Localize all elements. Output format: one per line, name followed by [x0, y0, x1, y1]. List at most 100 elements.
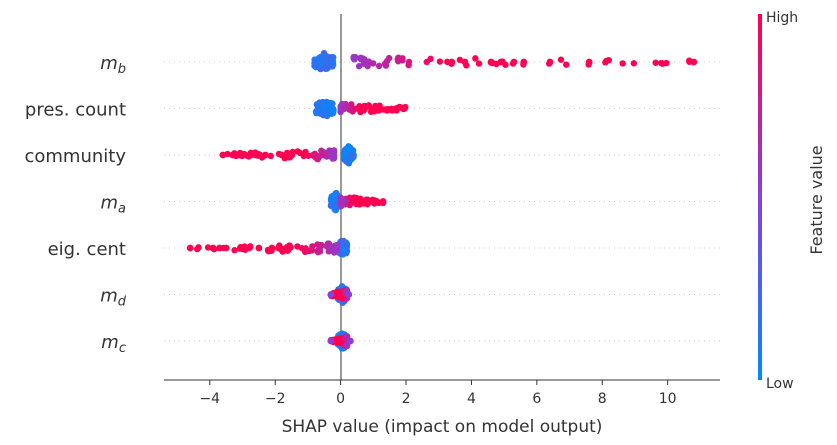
shap-point-m-b: [350, 55, 357, 62]
shap-point-m-b: [436, 58, 444, 65]
shap-point-m-b: [475, 60, 483, 67]
shap-outlier-eig-cent: [245, 244, 253, 252]
feature-label-pres-count: pres. count: [25, 100, 126, 121]
feature-label-m-d: md: [100, 286, 127, 310]
shap-point-m-b: [395, 54, 402, 61]
shap-point-m-b: [405, 58, 413, 66]
x-tick-label: 2: [402, 391, 411, 407]
shap-point-pres-count: [381, 106, 388, 113]
shap-point-pres-count: [328, 102, 335, 110]
shap-point-m-b: [320, 53, 327, 60]
shap-outlier-m-a: [379, 198, 387, 205]
shap-point-m-b: [423, 58, 430, 66]
shap-point-community: [296, 149, 304, 157]
x-axis-title: SHAP value (impact on model output): [282, 417, 603, 437]
feature-label-m-a: ma: [100, 193, 126, 217]
shap-point-m-a: [328, 201, 335, 209]
colorbar-high-label: High: [766, 10, 798, 26]
shap-point-m-b: [355, 63, 363, 70]
shap-outlier-m-d: [327, 291, 335, 298]
shap-point-m-b: [330, 54, 337, 61]
shap-outlier-community: [283, 151, 291, 159]
shap-outlier-community: [235, 151, 243, 159]
shap-outlier-m-a: [373, 198, 380, 205]
shap-point-m-b: [370, 60, 377, 67]
shap-point-m-b: [323, 62, 330, 69]
shap-point-m-b: [563, 61, 570, 68]
shap-outlier-eig-cent: [209, 244, 217, 252]
shap-point-m-b: [375, 62, 383, 70]
x-tick-label: 0: [336, 391, 345, 407]
shap-point-m-b: [381, 60, 389, 67]
shap-point-eig-cent: [195, 244, 202, 251]
shap-point-eig-cent: [342, 242, 349, 249]
x-tick-label: 10: [659, 391, 677, 407]
shap-point-pres-count: [319, 98, 327, 106]
shap-point-m-a: [350, 197, 357, 204]
shap-point-m-a: [360, 197, 368, 205]
shap-point-pres-count: [341, 104, 349, 111]
shap-point-eig-cent: [324, 240, 332, 247]
shap-outlier-eig-cent: [222, 244, 230, 252]
shap-outlier-pres-count: [400, 105, 408, 112]
shap-point-community: [313, 155, 321, 163]
shap-outlier-community: [252, 151, 259, 159]
feature-label-eig-cent: eig. cent: [48, 239, 126, 260]
shap-outlier-community: [219, 151, 227, 159]
feature-label-m-c: mc: [101, 332, 126, 356]
shap-point-eig-cent: [302, 245, 309, 253]
shap-outlier-m-b: [448, 58, 456, 66]
shap-point-m-b: [357, 55, 365, 62]
shap-point-m-b: [605, 56, 612, 64]
shap-point-m-b: [364, 62, 371, 70]
shap-point-m-b: [630, 60, 638, 67]
shap-point-m-b: [557, 56, 565, 63]
shap-point-m-b: [385, 54, 393, 62]
shap-point-m-b: [652, 59, 659, 66]
shap-outlier-m-d: [345, 291, 353, 298]
shap-point-m-b: [329, 63, 336, 70]
colorbar-title: Feature value: [807, 145, 826, 254]
shap-outlier-community: [278, 151, 286, 159]
shap-point-m-a: [338, 201, 346, 208]
colorbar: [758, 14, 762, 380]
shap-point-community: [349, 153, 356, 161]
shap-point-m-b: [658, 59, 665, 67]
shap-outlier-eig-cent: [255, 244, 263, 252]
shap-point-eig-cent: [333, 241, 340, 249]
shap-point-eig-cent: [294, 243, 301, 250]
shap-point-eig-cent: [284, 243, 291, 251]
x-tick-label: −4: [199, 391, 220, 407]
shap-outlier-m-b: [461, 58, 469, 66]
shap-point-m-d: [332, 291, 339, 298]
shap-outlier-m-c: [347, 337, 354, 345]
shap-outlier-community: [229, 151, 237, 159]
shap-outlier-m-b: [487, 58, 495, 66]
shap-point-pres-count: [374, 106, 381, 113]
shap-outlier-m-b: [510, 58, 518, 66]
x-tick-label: −2: [265, 391, 286, 407]
feature-label-community: community: [24, 146, 126, 167]
shap-outlier-m-b: [520, 58, 528, 66]
shap-point-m-b: [619, 60, 626, 67]
feature-label-m-b: mb: [100, 53, 126, 77]
shap-point-eig-cent: [204, 244, 212, 251]
shap-outlier-eig-cent: [239, 244, 246, 252]
x-tick-label: 4: [467, 391, 476, 407]
shap-point-m-a: [356, 201, 363, 208]
shap-outlier-eig-cent: [275, 244, 282, 252]
shap-point-pres-count: [328, 107, 335, 114]
shap-outlier-eig-cent: [268, 244, 276, 252]
shap-outlier-eig-cent: [186, 244, 194, 252]
shap-point-m-b: [312, 61, 320, 69]
shap-outlier-pres-count: [392, 105, 400, 112]
x-tick-label: 6: [532, 391, 541, 407]
shap-point-m-b: [311, 56, 319, 64]
colorbar-low-label: Low: [766, 376, 794, 392]
x-tick-label: 8: [598, 391, 607, 407]
shap-point-m-c: [342, 334, 349, 342]
shap-point-community: [267, 152, 274, 160]
shap-outlier-eig-cent: [216, 244, 224, 252]
shap-outlier-m-b: [497, 58, 505, 66]
